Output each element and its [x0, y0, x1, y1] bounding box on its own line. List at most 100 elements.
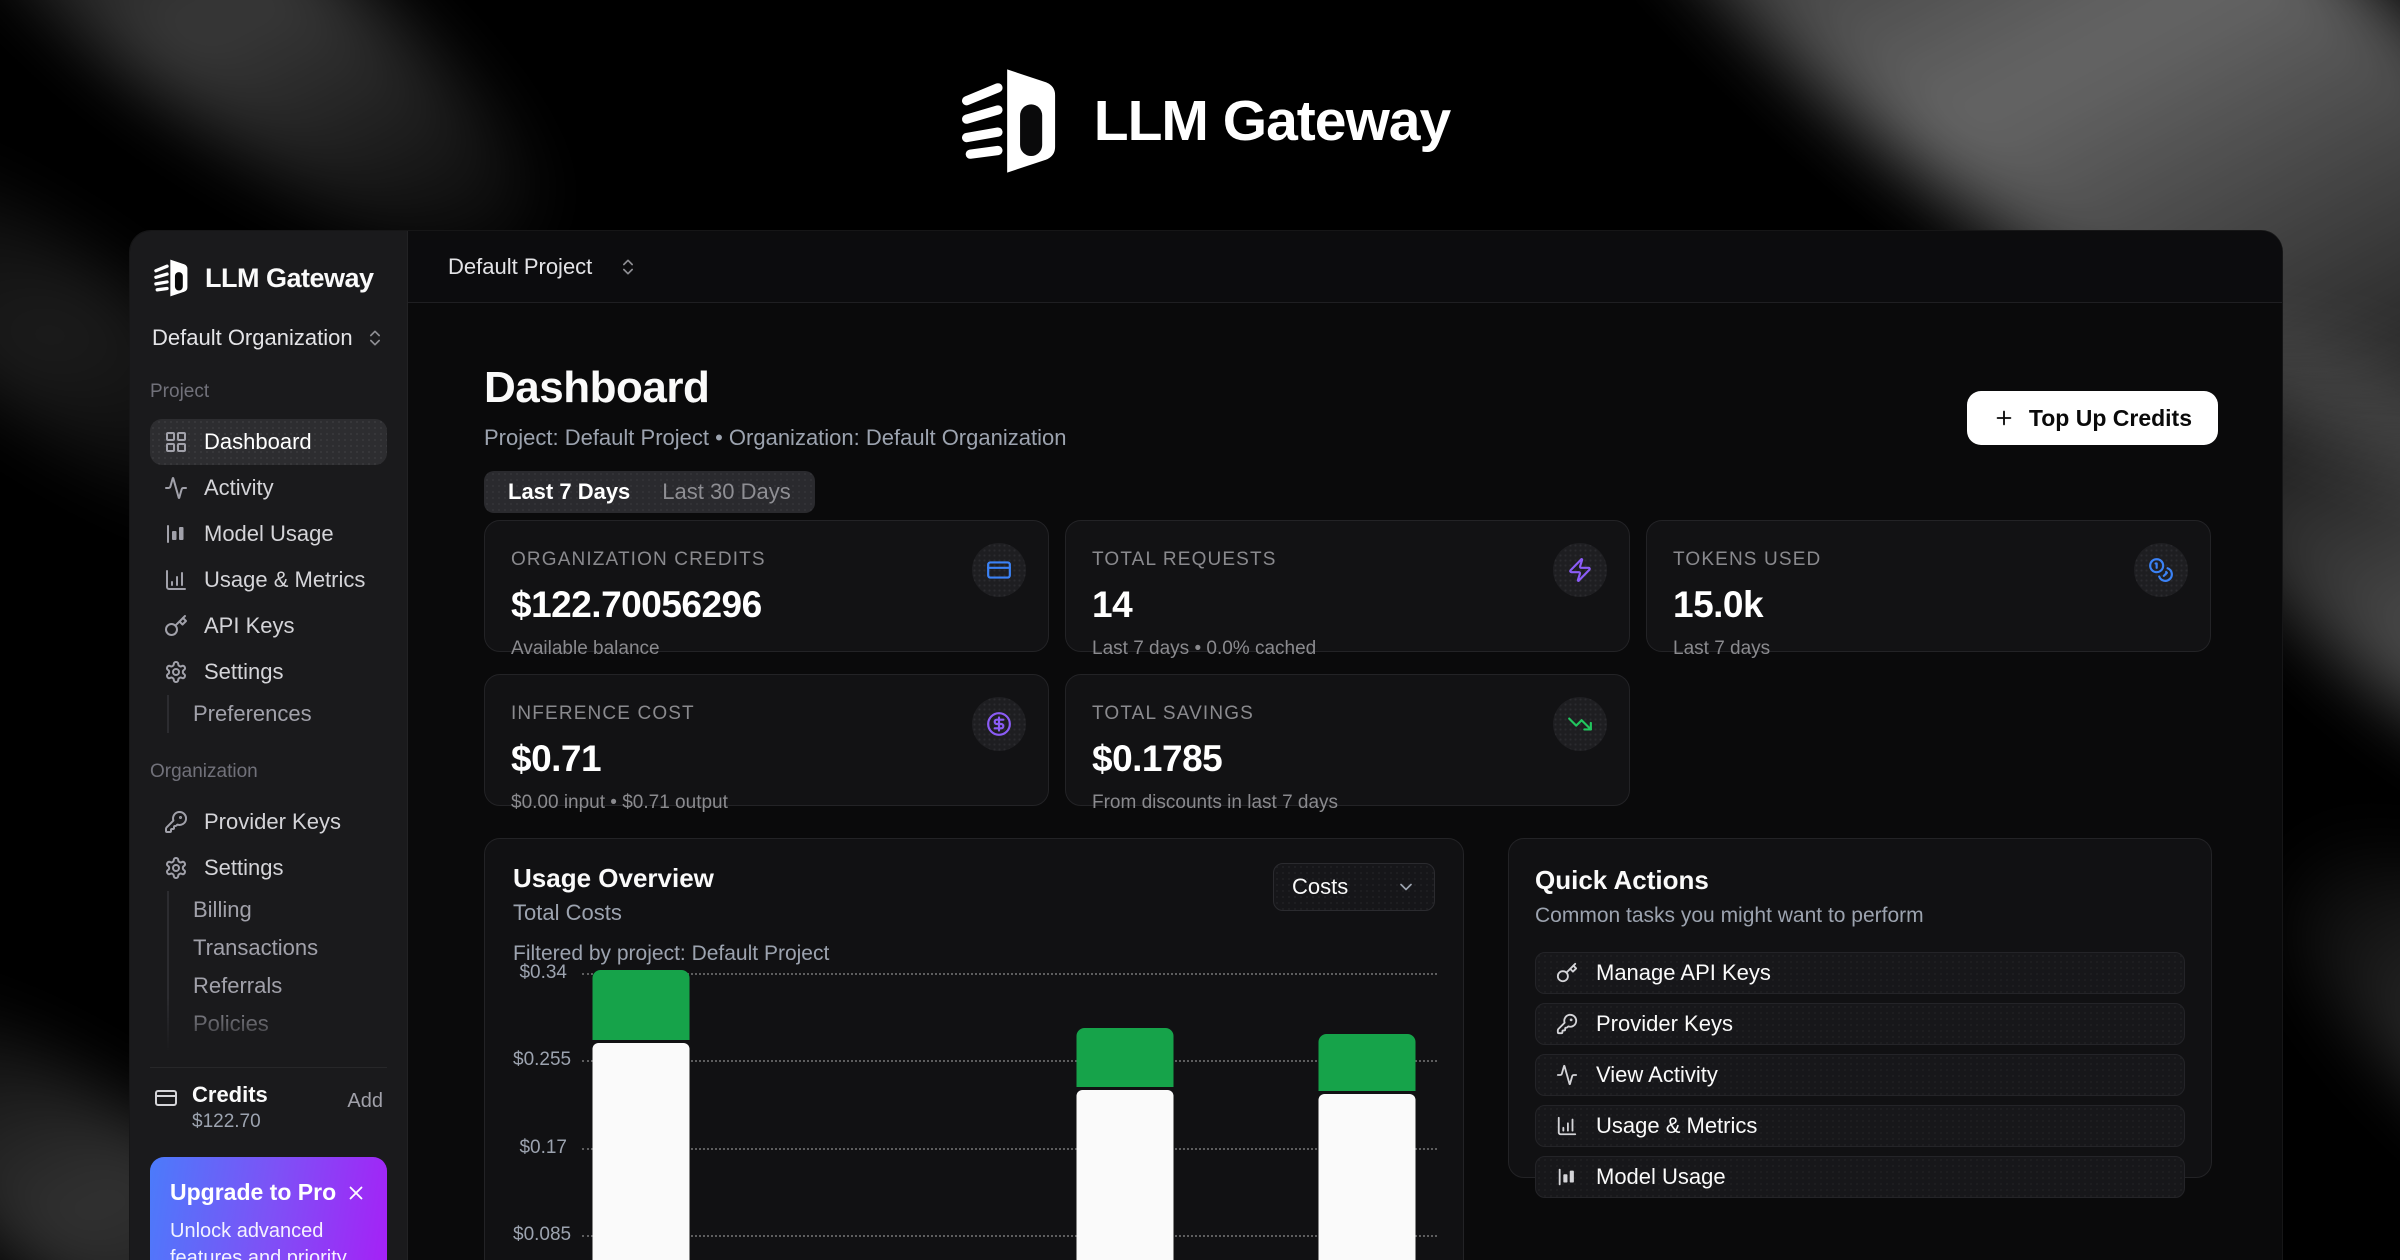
bar-column — [1306, 951, 1427, 1260]
project-selector[interactable]: Default Project — [448, 254, 638, 280]
stat-card-inference-cost: INFERENCE COST $0.71 $0.00 input • $0.71… — [484, 674, 1049, 813]
sidebar-item-label: Activity — [204, 475, 274, 500]
sidebar-item-provider-keys[interactable]: Provider Keys — [150, 799, 387, 845]
quick-actions-subtitle: Common tasks you might want to perform — [1535, 904, 1924, 927]
upgrade-description: Unlock advanced features and priority su… — [170, 1220, 347, 1260]
sidebar-item-dashboard[interactable]: Dashboard — [150, 419, 387, 465]
page-title: Dashboard — [484, 363, 710, 412]
sidebar-item-billing[interactable]: Billing — [193, 897, 252, 922]
stacked-bar[interactable] — [1076, 1028, 1173, 1260]
stat-value: 15.0k — [1673, 584, 1764, 625]
quick-action-label: Manage API Keys — [1596, 960, 1771, 985]
credits-label: Credits — [192, 1082, 268, 1107]
quick-action-usage-metrics[interactable]: Usage & Metrics — [1535, 1105, 2185, 1147]
y-axis-tick-label: $0.255 — [513, 1049, 572, 1071]
sidebar-item-model-usage[interactable]: Model Usage — [150, 511, 387, 557]
top-up-credits-button[interactable]: Top Up Credits — [1966, 391, 2218, 445]
activity-icon — [164, 476, 188, 500]
organization-selector[interactable]: Default Organization — [150, 325, 387, 351]
gear-icon — [164, 856, 188, 880]
stat-card-total-requests: TOTAL REQUESTS 14 Last 7 days • 0.0% cac… — [1065, 520, 1630, 659]
main-area: Default Project Dashboard Project: Defau… — [408, 231, 2282, 1260]
llm-gateway-logo-icon — [950, 62, 1068, 180]
quick-action-provider-keys[interactable]: Provider Keys — [1535, 1003, 2185, 1045]
gridline — [582, 972, 1437, 975]
section-label-project: Project — [150, 381, 210, 402]
stat-subtext: From discounts in last 7 days — [1092, 792, 1339, 813]
quick-actions-card: Quick Actions Common tasks you might wan… — [1508, 838, 2212, 1198]
sidebar-item-org-preferences[interactable]: Preferences — [169, 1043, 387, 1053]
app-window: LLM Gateway Default Organization Project… — [129, 230, 2283, 1260]
date-range-tabs: Last 7 Days Last 30 Days — [484, 471, 815, 513]
sidebar-item-label: Usage & Metrics — [204, 567, 366, 592]
quick-actions-title: Quick Actions — [1535, 865, 1709, 895]
stat-label: INFERENCE COST — [511, 703, 695, 724]
stat-value: 14 — [1092, 584, 1133, 625]
gridline — [582, 1060, 1437, 1063]
quick-action-label: Usage & Metrics — [1596, 1113, 1758, 1138]
sidebar-item-activity[interactable]: Activity — [150, 465, 387, 511]
stat-label: TOTAL REQUESTS — [1092, 549, 1277, 570]
chevron-down-icon — [1396, 877, 1416, 897]
bar-savings-segment — [592, 969, 689, 1040]
bar-column — [1064, 951, 1185, 1260]
usage-overview-subtitle: Total Costs — [513, 900, 622, 925]
stat-value: $122.70056296 — [511, 584, 762, 625]
chart-column-icon — [164, 568, 188, 592]
sidebar-logo[interactable]: LLM Gateway — [150, 257, 387, 299]
upgrade-banner: Upgrade to Pro Unlock advanced features … — [150, 1157, 387, 1260]
gridline — [582, 1234, 1437, 1237]
quick-action-view-activity[interactable]: View Activity — [1535, 1054, 2185, 1096]
sidebar-item-api-keys[interactable]: API Keys — [150, 603, 387, 649]
sidebar-item-settings[interactable]: Settings — [150, 649, 387, 695]
quick-action-label: Model Usage — [1596, 1164, 1726, 1189]
settings-sub-group: Preferences — [167, 695, 387, 733]
hero-brand: LLM Gateway — [0, 62, 2400, 180]
top-up-credits-label: Top Up Credits — [2028, 404, 2192, 431]
usage-chart: $0.34 $0.255 $0.17 $0.085 — [513, 951, 1437, 1260]
sidebar-item-policies[interactable]: Policies — [193, 1011, 269, 1036]
key-icon — [164, 614, 188, 638]
close-icon[interactable] — [345, 1182, 367, 1204]
metric-select-value: Costs — [1292, 874, 1349, 899]
tab-last-30-days[interactable]: Last 30 Days — [662, 479, 791, 504]
chart-bars-icon — [1556, 1166, 1578, 1188]
stat-label: ORGANIZATION CREDITS — [511, 549, 766, 570]
trending-down-icon — [1553, 697, 1607, 751]
bar-cost-segment — [1076, 1089, 1173, 1260]
upgrade-title: Upgrade to Pro — [170, 1179, 337, 1205]
quick-action-model-usage[interactable]: Model Usage — [1535, 1156, 2185, 1198]
stat-value: $0.71 — [511, 738, 602, 779]
credit-card-icon — [972, 543, 1026, 597]
credits-add-button[interactable]: Add — [347, 1090, 383, 1112]
gridline — [582, 1147, 1437, 1150]
sidebar-item-referrals[interactable]: Referrals — [193, 973, 283, 998]
topbar: Default Project — [408, 231, 2282, 303]
sidebar-item-org-settings[interactable]: Settings — [150, 845, 387, 891]
bars-area — [580, 951, 1427, 1260]
sidebar-item-label: Settings — [204, 659, 284, 684]
tab-last-7-days[interactable]: Last 7 Days — [508, 479, 631, 504]
sidebar-logo-text: LLM Gateway — [205, 262, 374, 293]
bar-savings-segment — [1076, 1028, 1173, 1087]
stacked-bar[interactable] — [592, 969, 689, 1260]
sidebar: LLM Gateway Default Organization Project… — [130, 231, 408, 1260]
sidebar-credits: Credits $122.70 Add — [150, 1067, 387, 1133]
key-round-icon — [164, 810, 188, 834]
chart-column-icon — [1556, 1115, 1578, 1137]
sidebar-item-preferences[interactable]: Preferences — [193, 701, 312, 726]
stat-subtext: $0.00 input • $0.71 output — [511, 792, 728, 813]
chevrons-up-down-icon — [365, 328, 385, 348]
page-subtitle: Project: Default Project • Organization:… — [484, 425, 1067, 450]
stacked-bar[interactable] — [1318, 1033, 1415, 1260]
credits-amount: $122.70 — [192, 1111, 261, 1132]
dashboard-content: Dashboard Project: Default Project • Org… — [408, 303, 2282, 1260]
sidebar-item-transactions[interactable]: Transactions — [193, 935, 319, 960]
activity-icon — [1556, 1064, 1578, 1086]
sidebar-item-usage-metrics[interactable]: Usage & Metrics — [150, 557, 387, 603]
metric-select[interactable]: Costs — [1273, 863, 1435, 911]
stat-subtext: Available balance — [511, 638, 660, 659]
quick-action-manage-api-keys[interactable]: Manage API Keys — [1535, 952, 2185, 994]
hero-brand-title: LLM Gateway — [1093, 89, 1451, 153]
stat-value: $0.1785 — [1092, 738, 1223, 779]
